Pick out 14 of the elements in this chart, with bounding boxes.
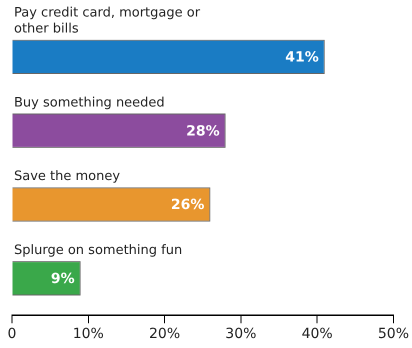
data-label: 41% [285,50,319,66]
x-tick-label: 40% [302,326,333,342]
x-tick-label: 50% [378,326,410,342]
data-label: 28% [186,123,220,140]
y-tick-label: Save the money [14,169,120,184]
y-tick-label: Pay credit card, mortgage or other bills [14,6,201,37]
x-tick-label: 30% [225,326,256,342]
data-label: 9% [50,270,75,287]
data-label: 26% [170,197,204,214]
x-tick-label: 0 [8,326,16,342]
x-tick-label: 10% [72,326,104,342]
y-tick-label: Splurge on something fun [14,243,182,258]
x-tick-label: 20% [149,326,180,342]
y-tick-label: Buy something needed [14,95,165,110]
